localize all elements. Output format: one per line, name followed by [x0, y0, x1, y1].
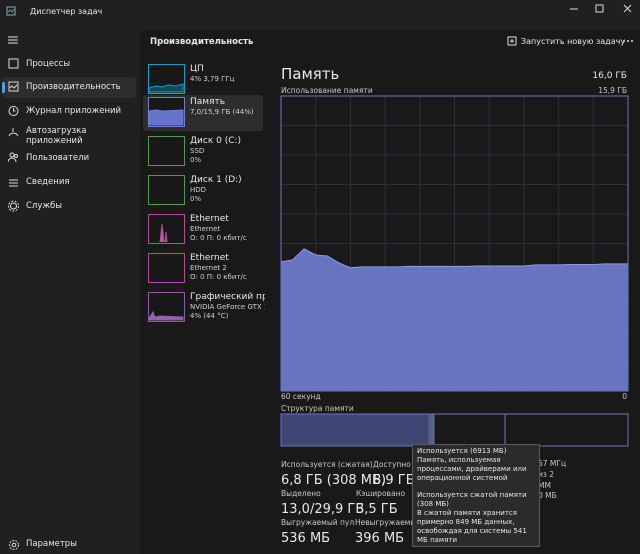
run-task[interactable]: Запустить новую задачу	[521, 37, 626, 46]
time-left: 60 секунд	[281, 392, 321, 401]
memory-area	[281, 248, 628, 391]
device-name[interactable]: Ethernet	[190, 253, 229, 263]
device-name[interactable]: ЦП	[190, 64, 204, 74]
settings-icon	[9, 540, 19, 550]
stat-label: Доступно	[373, 460, 411, 469]
graph-frame	[148, 136, 185, 166]
device-detail: Ethernet 2	[190, 264, 227, 272]
window-controls[interactable]	[560, 2, 640, 16]
graph-border	[280, 95, 629, 392]
app-icon	[6, 6, 16, 16]
time-right: 0	[622, 392, 627, 401]
device-detail: 0%	[190, 195, 202, 203]
stat-label: Выделено	[281, 489, 321, 498]
stat-label: Выгружаемый пул	[281, 518, 355, 527]
graph-trace	[148, 109, 184, 126]
stat-value: 6,8 ГБ (308 МБ)	[281, 473, 387, 488]
nav-item[interactable]: Процессы	[26, 59, 71, 69]
graph-trace	[159, 223, 168, 243]
device-detail: 4% (44 °C)	[190, 312, 229, 320]
stat-label: Кэшировано	[356, 489, 406, 498]
device-detail: HDD	[190, 186, 207, 194]
device-name[interactable]: Ethernet	[190, 214, 229, 224]
graph-frame	[148, 175, 185, 205]
nav-indicator	[2, 82, 5, 93]
nav-item[interactable]: Производительность	[26, 82, 121, 92]
graph-frame	[148, 253, 185, 283]
settings[interactable]: Параметры	[26, 539, 77, 549]
device-detail: SSD	[190, 147, 205, 155]
stat-label: Используется (сжатая)	[281, 460, 373, 469]
memory-line	[280, 248, 628, 269]
device-detail: 0%	[190, 156, 202, 164]
nav-item[interactable]: Журнал приложений	[26, 106, 122, 116]
graph-trace	[148, 83, 184, 93]
tooltip: Используется (6913 МБ) Память, используе…	[412, 444, 540, 547]
graph-label: Использование памяти	[281, 86, 373, 95]
tooltip-line: Используется сжатой памяти (308 МБ)	[417, 491, 527, 508]
panel-title: Память	[281, 65, 340, 83]
nav-item[interactable]: Пользователи	[26, 153, 90, 163]
stat-label: Невыгружаемый пул	[355, 518, 438, 527]
graph-max: 15,9 ГБ	[598, 86, 627, 95]
graph-trace	[148, 310, 184, 321]
memory-structure	[280, 413, 629, 447]
nav-item[interactable]: Сведения	[26, 177, 70, 187]
stat-partial: 0 МБ	[538, 491, 557, 500]
tooltip-line: Память, используемая процессами, драйвер…	[417, 456, 527, 482]
device-name[interactable]: Графический про	[190, 292, 265, 302]
device-graph	[148, 253, 185, 283]
more-button[interactable]	[622, 37, 634, 45]
tooltip-line: Используется (6913 МБ)	[417, 447, 507, 455]
device-graph	[148, 136, 185, 166]
stat-partial: 67 МГц	[538, 459, 567, 468]
device-graph	[148, 175, 185, 205]
device-graph	[148, 214, 185, 244]
stat-partial: из 2	[538, 470, 555, 479]
tooltip-line: В сжатой памяти хранится примерно 849 МБ…	[417, 509, 527, 544]
device-detail: О: 0 П: 0 кбит/с	[190, 234, 247, 242]
device-detail: 7,0/15,9 ГБ (44%)	[190, 108, 254, 116]
stat-value: 13,0/29,9 ГБ	[281, 502, 365, 517]
device-name[interactable]: Диск 1 (D:)	[190, 175, 242, 185]
device-graph	[148, 64, 185, 94]
memory-graph	[280, 95, 629, 392]
device-detail: NVIDIA GeForce GTX 10	[190, 303, 265, 311]
nav-item[interactable]: Службы	[26, 201, 63, 211]
device-graph	[148, 292, 185, 322]
nav-icons	[8, 58, 19, 212]
stat-value: 3,5 ГБ	[356, 502, 398, 517]
device-detail: О: 0 П: 0 кбит/с	[190, 273, 247, 281]
stat-value: 396 МБ	[355, 531, 405, 546]
page-title: Производительность	[150, 37, 254, 47]
stat-partial: ММ	[538, 481, 551, 490]
run-task-icon	[507, 36, 517, 46]
device-graph	[148, 97, 185, 127]
nav-selected	[2, 77, 136, 98]
device-name[interactable]: Память	[190, 97, 226, 107]
window-title: Диспетчер задач	[30, 7, 103, 16]
menu-button[interactable]	[7, 35, 19, 45]
device-detail: Ethernet	[190, 225, 221, 233]
panel-total: 16,0 ГБ	[592, 71, 627, 81]
device-detail: 4% 3,79 ГГц	[190, 75, 235, 83]
structure-label: Структура памяти	[281, 404, 354, 413]
stat-value: 8,9 ГБ	[373, 473, 415, 488]
stat-value: 536 МБ	[281, 531, 331, 546]
nav-item[interactable]: Автозагрузка приложений	[26, 126, 87, 146]
device-name[interactable]: Диск 0 (C:)	[190, 136, 242, 146]
